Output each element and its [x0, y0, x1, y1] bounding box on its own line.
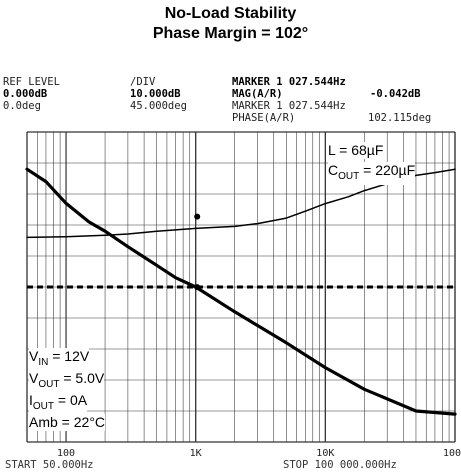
- annotation-inductor: L = 68µF: [328, 142, 384, 159]
- marker-phase-point: [194, 213, 201, 220]
- annotation-iout: IOUT = 0A: [29, 392, 88, 415]
- ref-level-mag: 0.000dB: [3, 88, 48, 100]
- start-frequency: START 50.000Hz: [5, 459, 94, 471]
- phase-label: PHASE(A/R): [232, 112, 296, 124]
- annotation-vin: VIN = 12V: [29, 348, 90, 371]
- stop-frequency: STOP 100 000.000Hz: [283, 459, 397, 471]
- annotation-cout: COUT = 220µF: [328, 162, 416, 185]
- mag-label: MAG(A/R): [232, 88, 283, 100]
- marker-magnitude-point: [194, 284, 201, 291]
- chart-title-line1: No-Load Stability: [164, 5, 297, 22]
- div-label: /DIV: [130, 76, 156, 88]
- x-tick-label: 10K: [316, 448, 334, 459]
- x-tick-label: 100K: [443, 448, 461, 459]
- mag-value: -0.042dB: [370, 88, 421, 100]
- annotation-vout: VOUT = 5.0V: [29, 370, 105, 393]
- marker-line3: MARKER 1 027.544Hz: [232, 100, 346, 112]
- annotation-ambient: Amb = 22°C: [29, 414, 106, 431]
- marker-line1: MARKER 1 027.544Hz: [232, 76, 346, 88]
- x-tick-label: 100: [57, 448, 75, 459]
- x-tick-label: 1K: [190, 448, 202, 459]
- chart-title-line2: Phase Margin = 102°: [152, 25, 309, 42]
- ref-level-phase: 0.0deg: [3, 100, 41, 112]
- div-mag: 10.000dB: [130, 88, 181, 100]
- phase-value: 102.115deg: [368, 112, 432, 124]
- ref-level-label: REF LEVEL: [3, 76, 60, 88]
- x-tick-labels: 100 1K 10K 100K: [57, 448, 461, 459]
- magnitude-trace: [25, 167, 457, 416]
- div-phase: 45.000deg: [130, 100, 187, 112]
